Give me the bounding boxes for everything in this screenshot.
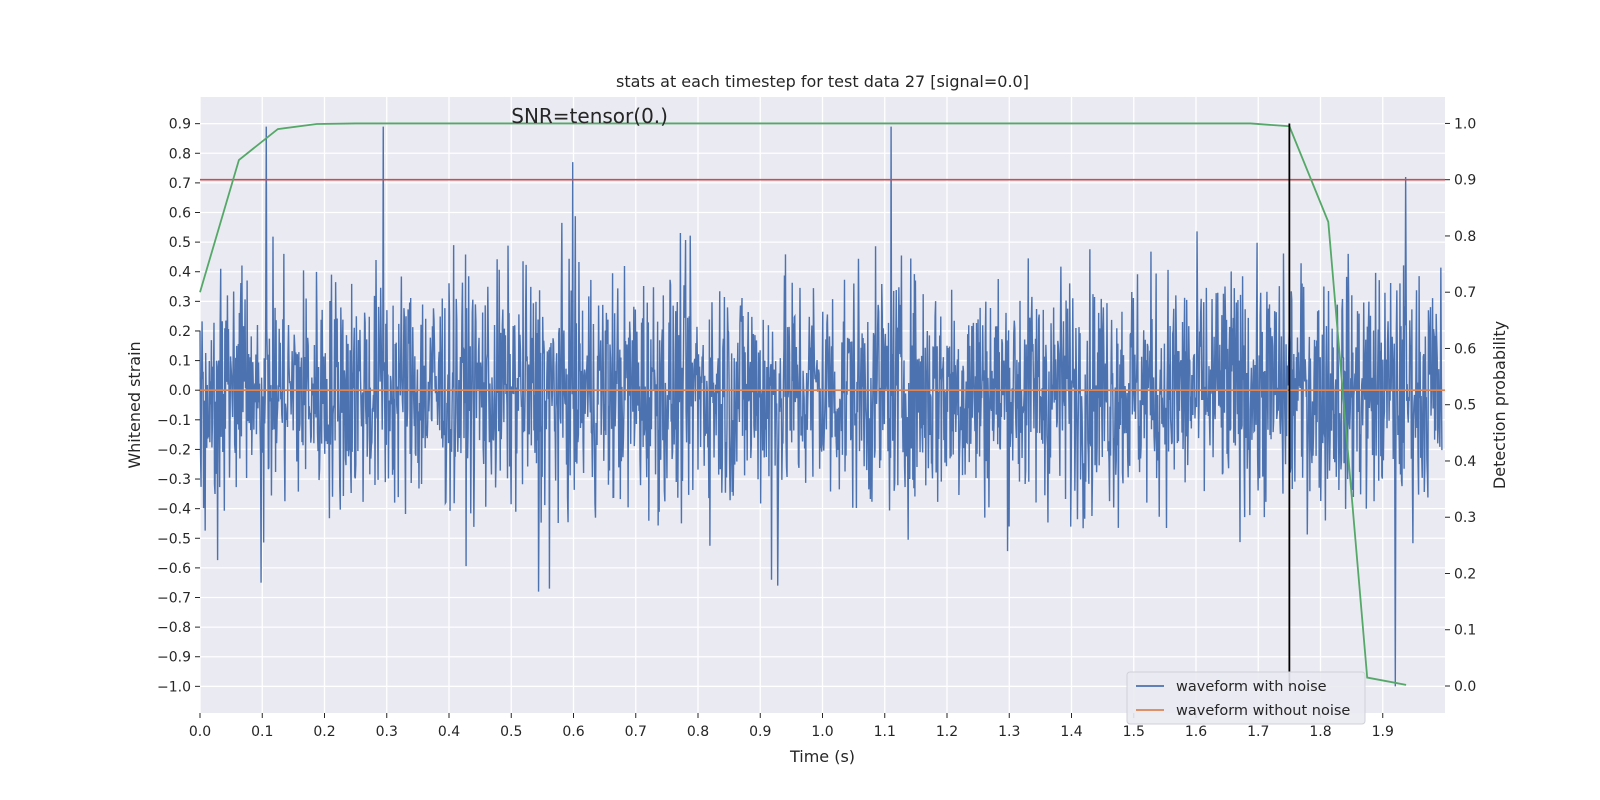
y2-tick-label: 0.1 bbox=[1454, 623, 1476, 639]
y-tick-label: −1.0 bbox=[157, 679, 191, 695]
x-tick-label: 0.8 bbox=[687, 724, 709, 740]
y2-tick-label: 0.7 bbox=[1454, 285, 1476, 301]
legend: waveform with noise waveform without noi… bbox=[1126, 671, 1366, 725]
y-tick-label: −0.2 bbox=[157, 442, 191, 458]
x-tick-label: 1.1 bbox=[874, 724, 896, 740]
x-tick-label: 0.3 bbox=[376, 724, 398, 740]
y-tick-label: −0.6 bbox=[157, 561, 191, 577]
y-tick-label: 0.2 bbox=[169, 324, 191, 340]
y2-tick-label: 0.2 bbox=[1454, 566, 1476, 582]
chart-title: stats at each timestep for test data 27 … bbox=[616, 72, 1029, 91]
x-tick-label: 0.7 bbox=[625, 724, 647, 740]
y-tick-label: 0.9 bbox=[169, 117, 191, 133]
y-tick-label: 0.8 bbox=[169, 146, 191, 162]
x-tick-label: 0.6 bbox=[562, 724, 584, 740]
plot-lines bbox=[199, 122, 1445, 687]
y2-axis-title: Detection probability bbox=[1490, 321, 1509, 489]
x-tick-label: 0.2 bbox=[313, 724, 335, 740]
x-tick-label: 1.2 bbox=[936, 724, 958, 740]
x-tick-label: 1.0 bbox=[811, 724, 833, 740]
x-tick-label: 0.0 bbox=[189, 724, 211, 740]
y-tick-label: −0.9 bbox=[157, 650, 191, 666]
y-tick-label: −0.7 bbox=[157, 591, 191, 607]
y2-tick-label: 0.8 bbox=[1454, 229, 1476, 245]
y2-tick-label: 1.0 bbox=[1454, 116, 1476, 132]
x-tick-label: 1.7 bbox=[1247, 724, 1269, 740]
x-tick-label: 1.6 bbox=[1185, 724, 1207, 740]
y2-tick-label: 0.5 bbox=[1454, 398, 1476, 414]
x-tick-label: 1.9 bbox=[1372, 724, 1394, 740]
y-axis-title: Whitened strain bbox=[125, 341, 144, 468]
x-tick-label: 1.8 bbox=[1309, 724, 1331, 740]
y-tick-label: 0.7 bbox=[169, 176, 191, 192]
y2-tick-label: 0.3 bbox=[1454, 510, 1476, 526]
x-tick-label: 0.9 bbox=[749, 724, 771, 740]
y-tick-label: −0.8 bbox=[157, 620, 191, 636]
y2-tick-label: 0.0 bbox=[1454, 679, 1476, 695]
y2-tick-label: 0.6 bbox=[1454, 341, 1476, 357]
y2-tick-label: 0.9 bbox=[1454, 173, 1476, 189]
x-tick-label: 1.3 bbox=[998, 724, 1020, 740]
y-tick-label: 0.5 bbox=[169, 235, 191, 251]
y-tick-label: −0.5 bbox=[157, 531, 191, 547]
y-tick-label: 0.3 bbox=[169, 294, 191, 310]
snr-annotation: SNR=tensor(0.) bbox=[511, 104, 668, 128]
x-tick-label: 0.5 bbox=[500, 724, 522, 740]
y-tick-label: 0.1 bbox=[169, 354, 191, 370]
legend-label-clean: waveform without noise bbox=[1176, 703, 1350, 719]
x-tick-label: 1.4 bbox=[1060, 724, 1082, 740]
axes: 0.0 0.1 0.2 0.3 0.4 0.5 0.6 0.7 0.8 0.9 1.0 1.1 1.2 1… bbox=[157, 116, 1476, 740]
noisy-waveform-line bbox=[199, 126, 1443, 687]
x-tick-label: 1.5 bbox=[1123, 724, 1145, 740]
y-tick-label: 0.4 bbox=[169, 265, 191, 281]
y2-tick-label: 0.4 bbox=[1454, 454, 1476, 470]
y-tick-label: −0.4 bbox=[157, 502, 191, 518]
x-axis-title: Time (s) bbox=[789, 747, 855, 766]
legend-box bbox=[1126, 671, 1366, 725]
legend-label-noisy: waveform with noise bbox=[1176, 679, 1327, 695]
y-tick-label: −0.1 bbox=[157, 413, 191, 429]
x-tick-label: 0.4 bbox=[438, 724, 460, 740]
x-tick-label: 0.1 bbox=[251, 724, 273, 740]
y-tick-label: 0.6 bbox=[169, 206, 191, 222]
detection-probability-line bbox=[199, 122, 1407, 686]
y-tick-label: 0.0 bbox=[169, 383, 191, 399]
y-tick-label: −0.3 bbox=[157, 472, 191, 488]
